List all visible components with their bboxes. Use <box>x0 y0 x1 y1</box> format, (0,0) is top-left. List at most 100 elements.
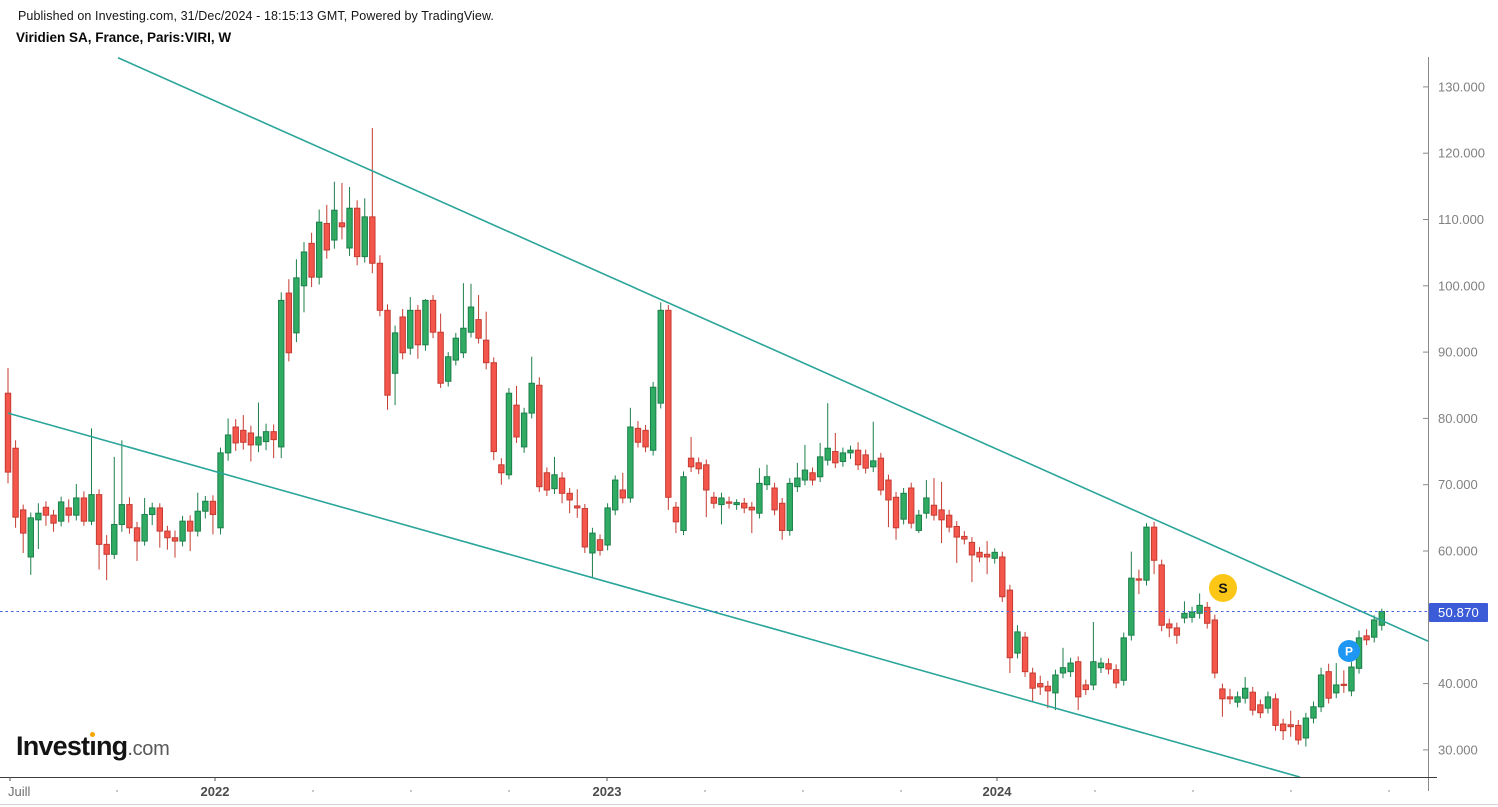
candle[interactable] <box>1166 618 1173 638</box>
candle[interactable] <box>467 283 475 338</box>
candle[interactable] <box>255 402 262 453</box>
candle[interactable] <box>285 279 293 362</box>
marker-P[interactable]: P <box>1338 640 1360 662</box>
candle[interactable] <box>1257 699 1264 719</box>
candle[interactable] <box>361 198 368 263</box>
candle[interactable] <box>908 482 915 529</box>
candle[interactable] <box>141 497 148 546</box>
candle[interactable] <box>1052 669 1059 711</box>
candle[interactable] <box>27 512 34 575</box>
candle[interactable] <box>877 452 885 496</box>
candle[interactable] <box>1067 657 1074 677</box>
candle[interactable] <box>65 499 72 523</box>
candle[interactable] <box>824 403 831 466</box>
candle[interactable] <box>445 352 452 387</box>
candle[interactable] <box>1287 710 1294 737</box>
candle[interactable] <box>1234 691 1241 708</box>
candle[interactable] <box>778 497 786 540</box>
candle[interactable] <box>786 478 793 536</box>
candle[interactable] <box>12 440 19 528</box>
candle[interactable] <box>156 503 164 548</box>
candle[interactable] <box>945 509 953 533</box>
candle[interactable] <box>1272 693 1279 731</box>
candle[interactable] <box>247 425 255 462</box>
candle[interactable] <box>1021 631 1029 677</box>
candle[interactable] <box>1029 667 1036 703</box>
candle[interactable] <box>278 292 285 459</box>
candle[interactable] <box>1204 602 1211 629</box>
candle[interactable] <box>429 295 437 339</box>
candle[interactable] <box>999 551 1006 603</box>
candle[interactable] <box>346 187 353 256</box>
candle[interactable] <box>725 496 733 509</box>
candle[interactable] <box>1196 593 1203 619</box>
candle[interactable] <box>4 368 12 484</box>
candle[interactable] <box>1302 712 1310 747</box>
candle[interactable] <box>217 447 224 535</box>
candle[interactable] <box>710 491 718 509</box>
candle[interactable] <box>536 377 543 492</box>
candle[interactable] <box>88 428 95 526</box>
candle[interactable] <box>794 462 801 492</box>
candle[interactable] <box>801 444 809 486</box>
candle[interactable] <box>498 458 505 485</box>
candle[interactable] <box>126 497 133 534</box>
candle[interactable] <box>1135 569 1143 595</box>
candle[interactable] <box>596 534 604 556</box>
candle[interactable] <box>505 387 513 480</box>
candle[interactable] <box>1150 521 1158 575</box>
candle[interactable] <box>391 325 399 406</box>
trendline-upper[interactable] <box>117 56 1429 642</box>
candle[interactable] <box>315 209 323 285</box>
candle[interactable] <box>763 464 771 491</box>
candle[interactable] <box>991 548 998 564</box>
candle[interactable] <box>1006 584 1014 673</box>
candle[interactable] <box>1295 720 1302 745</box>
candle[interactable] <box>171 530 179 558</box>
candle[interactable] <box>1143 523 1150 586</box>
candle[interactable] <box>460 283 467 359</box>
candle[interactable] <box>338 183 346 240</box>
candle[interactable] <box>1014 625 1021 659</box>
candle[interactable] <box>665 305 672 510</box>
candle[interactable] <box>528 356 535 419</box>
candle[interactable] <box>574 489 581 518</box>
candle[interactable] <box>1082 679 1089 695</box>
candle[interactable] <box>1211 614 1219 679</box>
candle[interactable] <box>923 480 930 519</box>
candle[interactable] <box>953 521 960 563</box>
candle[interactable] <box>353 200 361 266</box>
candle[interactable] <box>1173 622 1181 644</box>
candle[interactable] <box>1317 667 1325 713</box>
candle[interactable] <box>73 484 80 521</box>
candle[interactable] <box>202 495 209 519</box>
candle[interactable] <box>854 442 862 471</box>
candle[interactable] <box>240 415 247 450</box>
candle[interactable] <box>1128 551 1135 641</box>
candle[interactable] <box>672 501 680 534</box>
candle[interactable] <box>1279 718 1287 740</box>
candle[interactable] <box>983 541 991 575</box>
candle[interactable] <box>862 449 869 474</box>
candle[interactable] <box>771 482 778 516</box>
candle[interactable] <box>42 501 50 526</box>
candle[interactable] <box>1090 621 1097 691</box>
candle[interactable] <box>589 527 596 579</box>
candle[interactable] <box>520 407 528 453</box>
candle[interactable] <box>612 475 619 516</box>
candle[interactable] <box>832 432 839 469</box>
candle[interactable] <box>513 385 520 443</box>
candle[interactable] <box>19 504 27 553</box>
candle[interactable] <box>384 304 391 410</box>
candle[interactable] <box>968 537 976 583</box>
candle[interactable] <box>1120 632 1127 686</box>
candle[interactable] <box>748 501 756 534</box>
candle[interactable] <box>551 456 558 494</box>
candle[interactable] <box>57 496 65 527</box>
candle[interactable] <box>703 459 710 518</box>
candle[interactable] <box>566 488 573 514</box>
candle[interactable] <box>1059 647 1067 679</box>
candle[interactable] <box>300 242 308 313</box>
candle[interactable] <box>718 492 725 525</box>
candle[interactable] <box>558 472 566 504</box>
